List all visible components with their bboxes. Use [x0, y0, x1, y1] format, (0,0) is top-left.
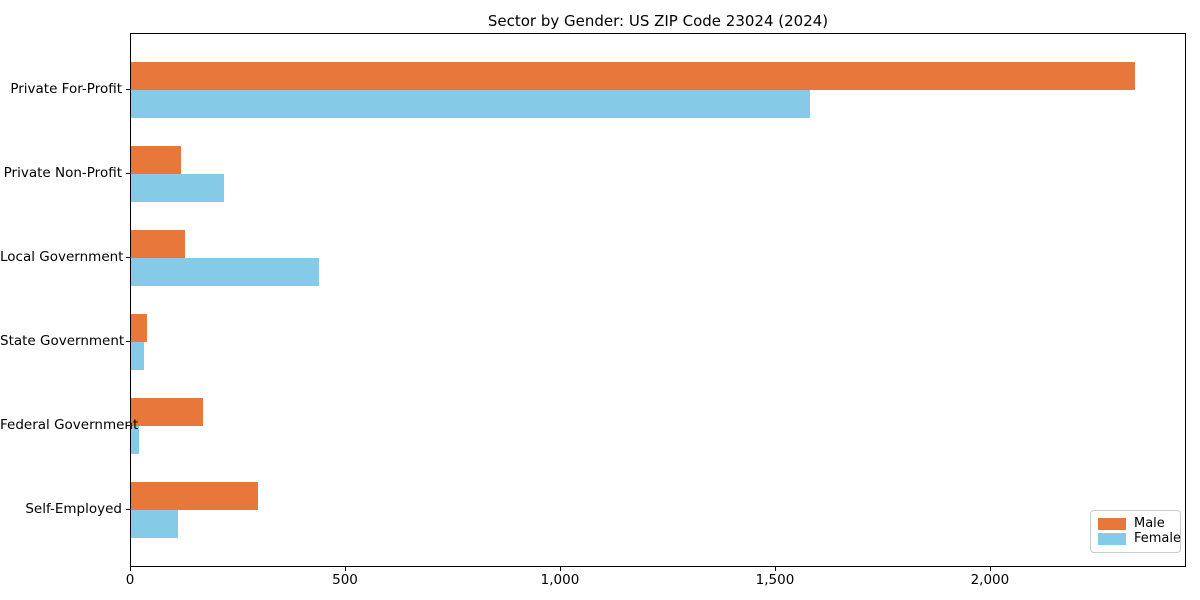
legend-entry-female: Female	[1098, 532, 1181, 546]
bar-female-4	[131, 342, 144, 370]
legend: Male Female	[1090, 510, 1181, 553]
bar-female-5	[131, 426, 140, 454]
x-tickmark	[130, 567, 131, 571]
bar-female-2	[131, 174, 225, 202]
y-axis-label: Private For-Profit	[10, 81, 122, 97]
legend-label: Female	[1134, 531, 1182, 546]
y-tickmark	[126, 89, 130, 90]
x-tickmark	[989, 567, 991, 571]
bar-male-5	[131, 398, 204, 426]
x-tickmark	[560, 567, 561, 571]
y-tickmark	[126, 257, 130, 258]
y-axis-label: State Government	[0, 333, 125, 349]
y-tickmark	[126, 509, 130, 510]
chart-title: Sector by Gender: US ZIP Code 23024 (202…	[487, 12, 829, 30]
bar-male-3	[131, 230, 186, 258]
x-tickmark	[345, 567, 346, 571]
x-tick-label: 2,000	[970, 572, 1010, 588]
x-tick-label: 500	[332, 572, 358, 588]
legend-swatch-icon	[1098, 518, 1126, 530]
x-tick-label: 0	[125, 572, 135, 588]
x-tick-label: 1,000	[540, 572, 580, 588]
y-axis-label: Self-Employed	[25, 501, 122, 517]
y-axis-label: Private Non-Profit	[3, 165, 122, 181]
y-tickmark	[126, 425, 130, 426]
y-tickmark	[126, 341, 130, 342]
bar-female-3	[131, 258, 319, 286]
x-tickmark	[775, 567, 776, 571]
bar-male-6	[131, 482, 259, 510]
legend-label: Male	[1134, 516, 1165, 531]
y-axis-label: Federal Government	[0, 417, 139, 433]
bar-male-4	[131, 314, 148, 342]
plot-area	[130, 33, 1186, 567]
y-tickmark	[126, 173, 130, 174]
x-tick-label: 1,500	[755, 572, 795, 588]
bar-female-6	[131, 510, 179, 538]
legend-swatch-icon	[1098, 533, 1126, 545]
y-axis-label: Local Government	[0, 249, 124, 265]
bar-male-1	[131, 62, 1135, 90]
bar-female-1	[131, 90, 811, 118]
legend-entry-male: Male	[1098, 517, 1172, 531]
bar-male-2	[131, 146, 182, 174]
